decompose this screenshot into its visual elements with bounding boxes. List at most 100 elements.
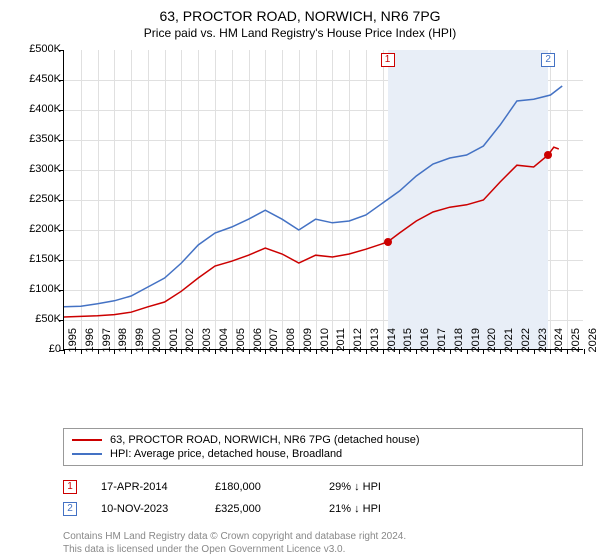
x-axis-label: 2006 — [252, 328, 264, 358]
x-axis-label: 1995 — [67, 328, 79, 358]
data-row-marker: 1 — [63, 480, 77, 494]
x-axis-label: 2021 — [503, 328, 515, 358]
x-axis-label: 2012 — [352, 328, 364, 358]
x-axis-label: 2025 — [570, 328, 582, 358]
tick-x — [165, 349, 166, 354]
marker-box-1: 1 — [381, 53, 395, 67]
x-axis-label: 2022 — [520, 328, 532, 358]
tick-x — [198, 349, 199, 354]
tick-x — [232, 349, 233, 354]
tick-x — [131, 349, 132, 354]
x-axis-label: 1999 — [134, 328, 146, 358]
x-axis-label: 2011 — [335, 328, 347, 358]
x-axis-label: 2017 — [436, 328, 448, 358]
x-axis-label: 2008 — [285, 328, 297, 358]
tick-x — [265, 349, 266, 354]
data-row: 1 17-APR-2014 £180,000 29% ↓ HPI — [63, 476, 585, 498]
tick-x — [316, 349, 317, 354]
legend-label: HPI: Average price, detached house, Broa… — [110, 448, 342, 460]
tick-x — [332, 349, 333, 354]
x-axis-label: 2000 — [151, 328, 163, 358]
y-axis-label: £500K — [11, 43, 61, 55]
y-axis-label: £200K — [11, 223, 61, 235]
marker-dot-1 — [384, 238, 392, 246]
x-axis-label: 2013 — [369, 328, 381, 358]
tick-x — [416, 349, 417, 354]
plot-area: 12 — [63, 50, 583, 350]
tick-x — [98, 349, 99, 354]
chart-subtitle: Price paid vs. HM Land Registry's House … — [15, 26, 585, 40]
tick-x — [299, 349, 300, 354]
marker-box-2: 2 — [541, 53, 555, 67]
legend-swatch — [72, 453, 102, 455]
x-axis-label: 2004 — [218, 328, 230, 358]
data-table: 1 17-APR-2014 £180,000 29% ↓ HPI 2 10-NOV-202… — [63, 476, 585, 520]
x-axis-label: 2020 — [486, 328, 498, 358]
x-axis-label: 2018 — [453, 328, 465, 358]
tick-x — [550, 349, 551, 354]
tick-x — [517, 349, 518, 354]
legend-swatch — [72, 439, 102, 441]
y-axis-label: £300K — [11, 163, 61, 175]
x-axis-label: 2001 — [168, 328, 180, 358]
footnote-line1: Contains HM Land Registry data © Crown c… — [63, 530, 585, 543]
x-axis-label: 2007 — [268, 328, 280, 358]
x-axis-label: 2014 — [386, 328, 398, 358]
x-axis-label: 2016 — [419, 328, 431, 358]
x-axis-label: 1998 — [117, 328, 129, 358]
tick-x — [215, 349, 216, 354]
tick-x — [467, 349, 468, 354]
legend-item: 63, PROCTOR ROAD, NORWICH, NR6 7PG (deta… — [72, 433, 574, 447]
y-axis-label: £400K — [11, 103, 61, 115]
y-axis-label: £250K — [11, 193, 61, 205]
x-axis-label: 2002 — [184, 328, 196, 358]
x-axis-label: 2026 — [587, 328, 599, 358]
footnote-line2: This data is licensed under the Open Gov… — [63, 543, 585, 556]
tick-x — [584, 349, 585, 354]
tick-x — [282, 349, 283, 354]
tick-x — [64, 349, 65, 354]
y-axis-label: £50K — [11, 313, 61, 325]
chart-title: 63, PROCTOR ROAD, NORWICH, NR6 7PG — [15, 8, 585, 24]
chart-lines — [64, 50, 584, 350]
data-row-date: 10-NOV-2023 — [101, 503, 191, 515]
x-axis-label: 1997 — [101, 328, 113, 358]
tick-x — [249, 349, 250, 354]
y-axis-label: £0 — [11, 343, 61, 355]
tick-x — [181, 349, 182, 354]
tick-x — [383, 349, 384, 354]
tick-x — [483, 349, 484, 354]
y-axis-label: £450K — [11, 73, 61, 85]
legend-label: 63, PROCTOR ROAD, NORWICH, NR6 7PG (deta… — [110, 434, 420, 446]
y-axis-label: £100K — [11, 283, 61, 295]
data-row-date: 17-APR-2014 — [101, 481, 191, 493]
tick-x — [349, 349, 350, 354]
x-axis-label: 2015 — [402, 328, 414, 358]
footnote: Contains HM Land Registry data © Crown c… — [63, 530, 585, 556]
x-axis-label: 2023 — [537, 328, 549, 358]
data-row-price: £325,000 — [215, 503, 305, 515]
x-axis-label: 2019 — [470, 328, 482, 358]
tick-x — [450, 349, 451, 354]
tick-x — [148, 349, 149, 354]
x-axis-label: 2003 — [201, 328, 213, 358]
data-row-delta: 29% ↓ HPI — [329, 481, 419, 493]
tick-x — [81, 349, 82, 354]
y-axis-label: £350K — [11, 133, 61, 145]
legend: 63, PROCTOR ROAD, NORWICH, NR6 7PG (deta… — [63, 428, 583, 466]
tick-x — [567, 349, 568, 354]
legend-item: HPI: Average price, detached house, Broa… — [72, 447, 574, 461]
data-row-delta: 21% ↓ HPI — [329, 503, 419, 515]
chart-area: 12 £0£50K£100K£150K£200K£250K£300K£350K£… — [15, 50, 585, 390]
tick-x — [399, 349, 400, 354]
data-row-price: £180,000 — [215, 481, 305, 493]
x-axis-label: 2010 — [319, 328, 331, 358]
chart-container: 63, PROCTOR ROAD, NORWICH, NR6 7PG Price… — [0, 0, 600, 560]
y-axis-label: £150K — [11, 253, 61, 265]
data-row: 2 10-NOV-2023 £325,000 21% ↓ HPI — [63, 498, 585, 520]
marker-dot-2 — [544, 151, 552, 159]
x-axis-label: 2005 — [235, 328, 247, 358]
tick-x — [366, 349, 367, 354]
data-row-marker: 2 — [63, 502, 77, 516]
tick-x — [114, 349, 115, 354]
